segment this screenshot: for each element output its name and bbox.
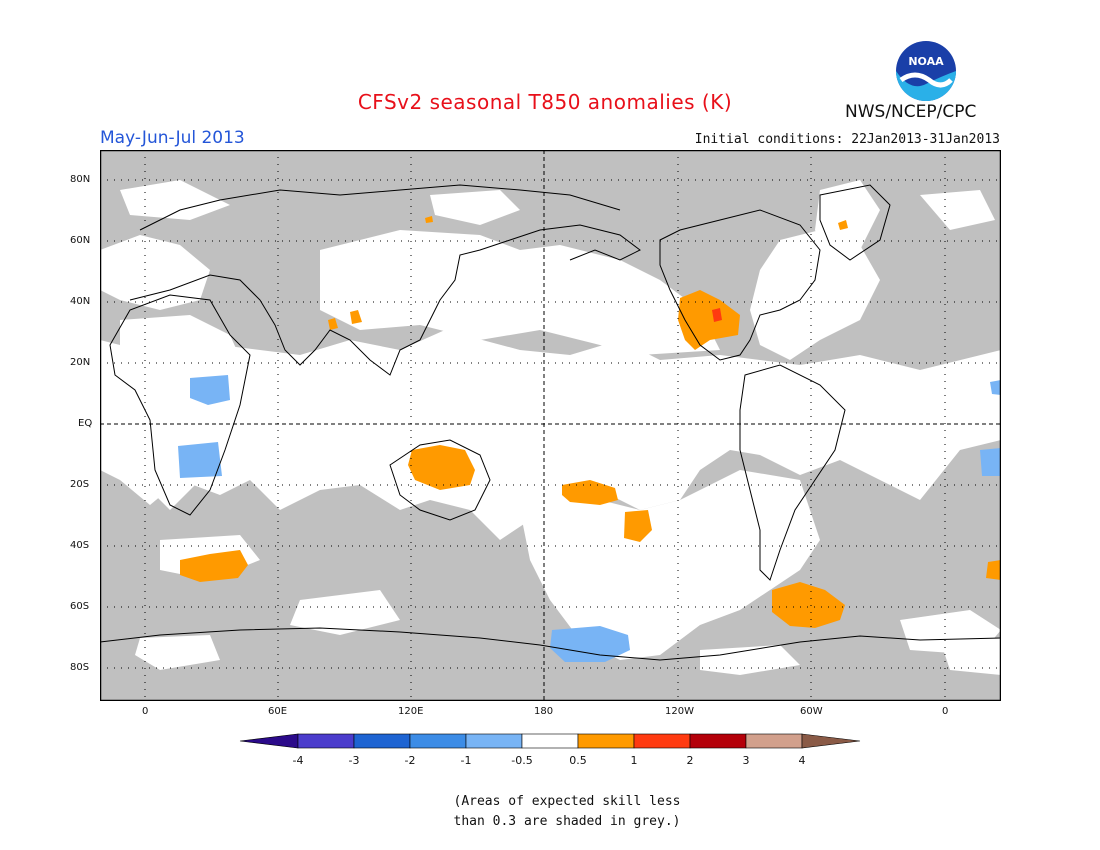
- initial-conditions: Initial conditions: 22Jan2013-31Jan2013: [694, 132, 1000, 147]
- noaa-logo: NOAA: [896, 41, 956, 101]
- cool-anomalies: [178, 375, 1001, 662]
- graticule: [100, 150, 1001, 701]
- legend-label: -3: [348, 754, 360, 767]
- legend-label: 1: [630, 754, 638, 767]
- legend-swatch: [689, 733, 747, 749]
- map-canvas: [99, 149, 1002, 702]
- legend-swatch: [353, 733, 411, 749]
- legend-label: 2: [686, 754, 694, 767]
- coastlines: [99, 184, 1002, 661]
- legend-label: -2: [404, 754, 416, 767]
- lat-label: 80N: [70, 174, 91, 185]
- color-legend: [239, 733, 861, 749]
- legend-label: -1: [460, 754, 472, 767]
- skill-note-line1: (Areas of expected skill less: [453, 794, 681, 809]
- legend-swatch: [465, 733, 523, 749]
- skill-note: (Areas of expected skill less than 0.3 a…: [0, 792, 1100, 832]
- legend-label: 4: [798, 754, 806, 767]
- legend-label: 3: [742, 754, 750, 767]
- legend-swatch: [577, 733, 635, 749]
- map-title: CFSv2 seasonal T850 anomalies (K): [357, 90, 733, 114]
- legend-swatch: [239, 733, 299, 749]
- lon-label: 120W: [665, 706, 694, 717]
- hot-anomaly: [712, 308, 722, 322]
- logo-text: NOAA: [908, 55, 944, 68]
- lon-label: 120E: [398, 706, 424, 717]
- legend-swatch: [745, 733, 803, 749]
- legend-swatch: [801, 733, 861, 749]
- lon-label: 0: [142, 706, 149, 717]
- legend-label: -0.5: [511, 754, 533, 767]
- warm-anomalies: [180, 216, 1001, 628]
- lat-label: 20S: [70, 479, 90, 490]
- legend-swatch: [297, 733, 355, 749]
- agency-label: NWS/NCEP/CPC: [845, 102, 977, 122]
- legend-label: -4: [292, 754, 304, 767]
- lat-label: 40S: [70, 540, 90, 551]
- map-frame: [99, 149, 1002, 702]
- skill-note-line2: than 0.3 are shaded in grey.): [453, 814, 681, 829]
- lon-label: 60E: [268, 706, 288, 717]
- season-label: May-Jun-Jul 2013: [100, 128, 245, 148]
- legend-label: 0.5: [569, 754, 587, 767]
- world-map: 80N 60N 40N 20N EQ 20S 40S 60S 80S 0 60E…: [70, 149, 1002, 717]
- lon-label: 180: [534, 706, 554, 717]
- lat-label: EQ: [78, 418, 93, 429]
- lat-label: 40N: [70, 296, 91, 307]
- lon-label: 0: [942, 706, 949, 717]
- legend-swatch: [409, 733, 467, 749]
- lat-label: 60N: [70, 235, 91, 246]
- lat-label: 60S: [70, 601, 90, 612]
- lat-label: 20N: [70, 357, 91, 368]
- lon-label: 60W: [800, 706, 823, 717]
- lat-label: 80S: [70, 662, 90, 673]
- legend-swatch: [633, 733, 691, 749]
- legend-swatch: [521, 733, 579, 749]
